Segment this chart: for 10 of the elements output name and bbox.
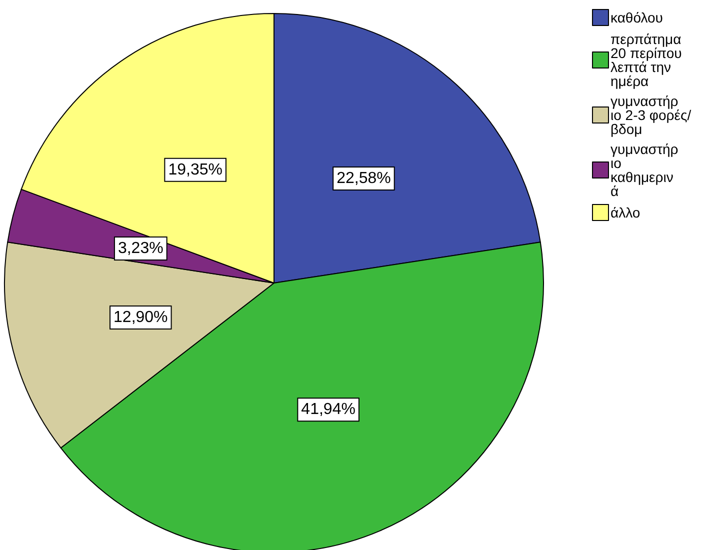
data-label: 19,35% <box>168 161 222 178</box>
data-label: 41,94% <box>301 401 356 418</box>
legend-label: καθόλου <box>610 10 663 26</box>
data-label: 12,90% <box>114 309 168 326</box>
legend-label: περπάτημα 20 περίπου λεπτά την ημέρα <box>610 31 686 89</box>
data-label: 3,23% <box>118 240 164 257</box>
data-label: 22,58% <box>336 170 391 187</box>
legend-label: γυμναστήριο καθημερινά <box>610 141 678 199</box>
legend-label: γυμναστήριο 2-3 φορές/ βδομ <box>610 93 696 137</box>
legend-label: άλλο <box>610 204 640 220</box>
